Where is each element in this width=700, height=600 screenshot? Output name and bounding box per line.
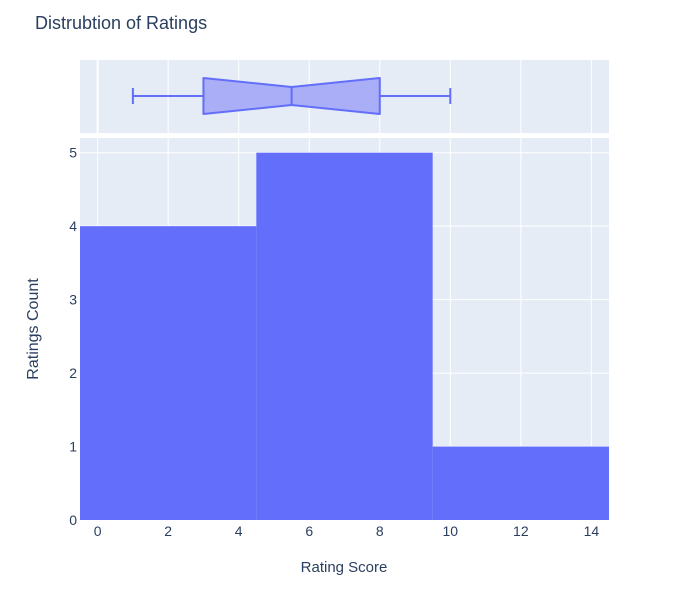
y-axis-ticks: 0 1 2 3 4 5 bbox=[69, 145, 77, 528]
x-tick-label: 0 bbox=[94, 523, 102, 539]
marginal-box-panel bbox=[80, 60, 609, 133]
y-tick-label: 2 bbox=[69, 365, 77, 381]
y-tick-label: 3 bbox=[69, 292, 77, 308]
x-tick-label: 10 bbox=[443, 523, 459, 539]
x-tick-label: 14 bbox=[584, 523, 600, 539]
histogram-bars bbox=[80, 152, 609, 520]
chart-title: Distrubtion of Ratings bbox=[35, 13, 207, 33]
box-plot bbox=[131, 77, 452, 115]
x-tick-label: 6 bbox=[305, 523, 313, 539]
x-tick-label: 12 bbox=[513, 523, 529, 539]
x-tick-label: 4 bbox=[235, 523, 243, 539]
y-tick-label: 1 bbox=[69, 439, 77, 455]
x-axis-title: Rating Score bbox=[301, 559, 388, 576]
x-axis-ticks: 0 2 4 6 8 10 12 14 bbox=[94, 523, 600, 539]
x-tick-label: 2 bbox=[164, 523, 172, 539]
histogram-bar bbox=[80, 226, 257, 520]
y-tick-label: 5 bbox=[69, 145, 77, 161]
y-tick-label: 0 bbox=[69, 512, 77, 528]
histogram-panel bbox=[80, 138, 609, 520]
y-axis-title: Ratings Count bbox=[25, 278, 42, 380]
x-tick-label: 8 bbox=[376, 523, 384, 539]
histogram-bar bbox=[432, 446, 609, 520]
histogram-bar bbox=[256, 152, 433, 520]
y-tick-label: 4 bbox=[69, 218, 77, 234]
